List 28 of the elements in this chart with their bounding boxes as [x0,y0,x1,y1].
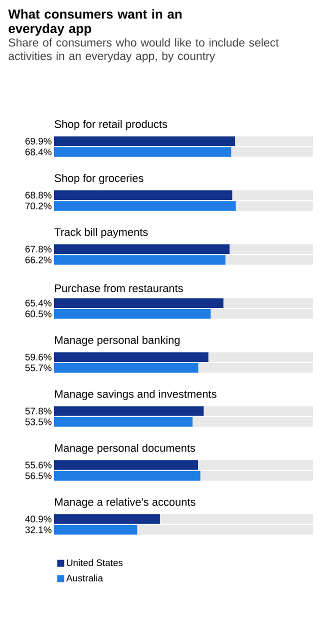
data-label: 59.6% [25,354,52,360]
y-tick-label: Purchase from restaurants [55,284,183,292]
data-label: 53.5% [25,418,52,426]
data-label: 57.8% [25,408,52,414]
data-label: 32.1% [25,526,52,534]
y-tick-label: Manage personal banking [55,336,180,346]
data-label: 40.9% [25,516,52,522]
y-tick-label: Manage savings and investments [55,390,216,400]
y-tick-label: Manage a relative's accounts [55,498,196,508]
legend-label: Australia [66,574,103,582]
chart-title: What consumers want in an everyday app [8,9,182,36]
data-label: 70.2% [25,202,52,210]
data-label: 67.8% [25,246,52,252]
data-label: 68.8% [25,192,52,199]
chart-subtitle: Share of consumers who would like to include select activities in an everyday app, by country [8,38,279,62]
data-label: 68.4% [25,148,52,156]
legend-label: United States [66,559,123,566]
data-label: 55.7% [25,364,52,372]
data-label: 55.6% [25,462,52,468]
data-label: 56.5% [25,472,52,480]
y-tick-label: Manage personal documents [55,444,196,454]
y-tick-label: Shop for groceries [54,174,144,184]
y-tick-label: Shop for retail products [54,120,168,130]
data-label: 69.9% [25,138,52,145]
y-tick-label: Track bill payments [54,228,148,238]
data-label: 60.5% [25,310,52,318]
data-label: 66.2% [25,256,52,264]
data-label: 65.4% [25,300,52,306]
